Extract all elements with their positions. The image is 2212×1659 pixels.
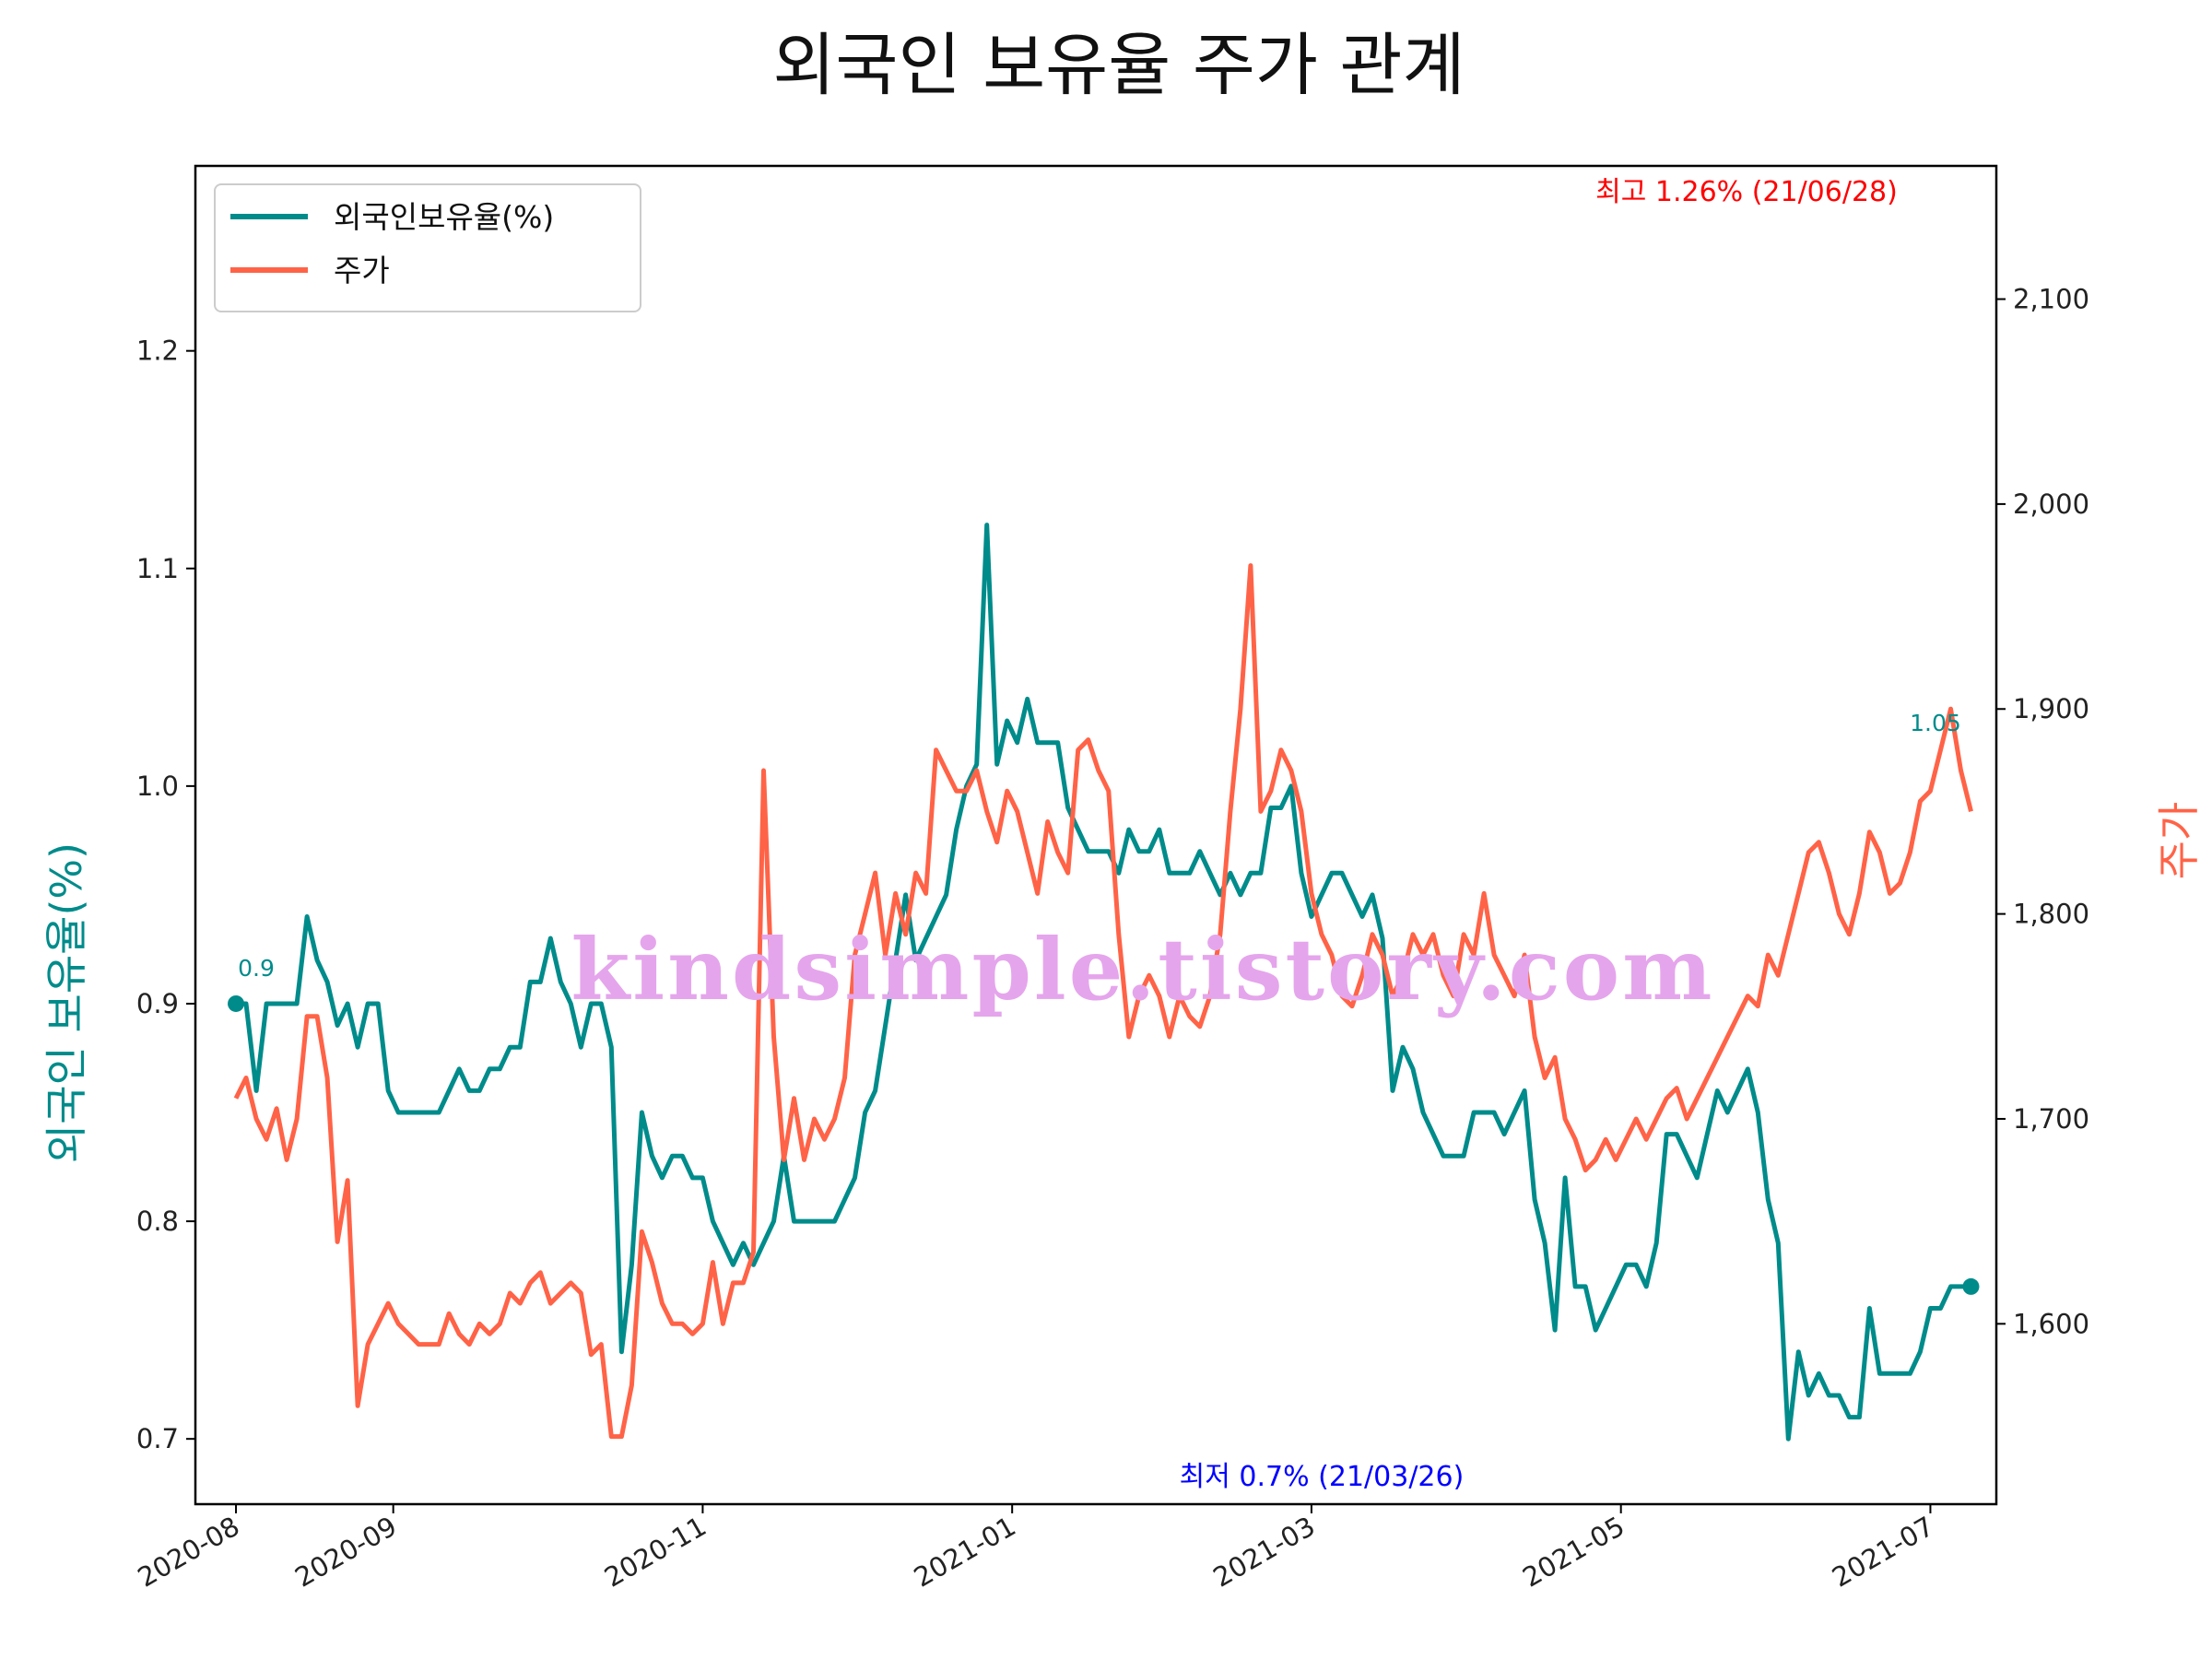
x-tick-label: 2020-09	[289, 1511, 402, 1594]
legend-label-foreign: 외국인보유율(%)	[334, 199, 554, 235]
x-tick-label: 2021-07	[1827, 1511, 1939, 1594]
max-annotation: 최고 1.26% (21/06/28)	[1595, 176, 1898, 208]
x-tick-label: 2021-03	[1207, 1511, 1320, 1594]
y-right-tick-label: 1,900	[2013, 693, 2089, 724]
y-left-tick-label: 1.2	[136, 335, 179, 367]
y-left-tick-label: 0.7	[136, 1423, 179, 1454]
series-layer	[228, 523, 1980, 1441]
legend-box	[214, 183, 641, 312]
chart-title: 외국인 보유율 주가 관계	[772, 26, 1465, 105]
y-left-tick-label: 0.9	[136, 988, 179, 1019]
x-tick-label: 2020-08	[133, 1511, 245, 1594]
y-left-tick-label: 1.0	[136, 771, 179, 802]
plot-background	[195, 166, 1996, 1504]
x-tick-label: 2020-11	[599, 1511, 712, 1594]
end-point-marker	[1962, 1277, 1980, 1295]
plot-frame	[194, 164, 1998, 1506]
x-tick-label: 2021-01	[909, 1511, 1021, 1594]
y-right-tick-label: 1,800	[2013, 899, 2089, 930]
y-right-tick-label: 1,700	[2013, 1103, 2089, 1135]
y-left-tick-label: 0.8	[136, 1206, 179, 1237]
end-value-label: 1.05	[1910, 710, 1961, 736]
y-left-tick-label: 1.1	[136, 553, 179, 584]
legend-label-price: 주가	[334, 253, 390, 288]
y-axis-left-label: 외국인 보유율(%)	[41, 842, 91, 1163]
start-value-label: 0.9	[238, 955, 275, 982]
plot-area	[195, 166, 1996, 1504]
watermark: kindsimple.tistory.com	[571, 920, 1714, 1019]
start-point-marker	[228, 994, 245, 1012]
series-line-price	[233, 563, 1973, 1440]
y-axis-right-label: 주가	[2154, 802, 2204, 880]
min-annotation: 최저 0.7% (21/03/26)	[1180, 1461, 1465, 1493]
y-right-tick-label: 2,000	[2013, 488, 2089, 520]
y-right-tick-label: 1,600	[2013, 1308, 2089, 1339]
legend: 외국인보유율(%) 주가	[214, 183, 641, 312]
series-line-foreign	[236, 523, 1971, 1441]
x-tick-label: 2021-05	[1517, 1511, 1630, 1594]
y-right-tick-label: 2,100	[2013, 284, 2089, 315]
